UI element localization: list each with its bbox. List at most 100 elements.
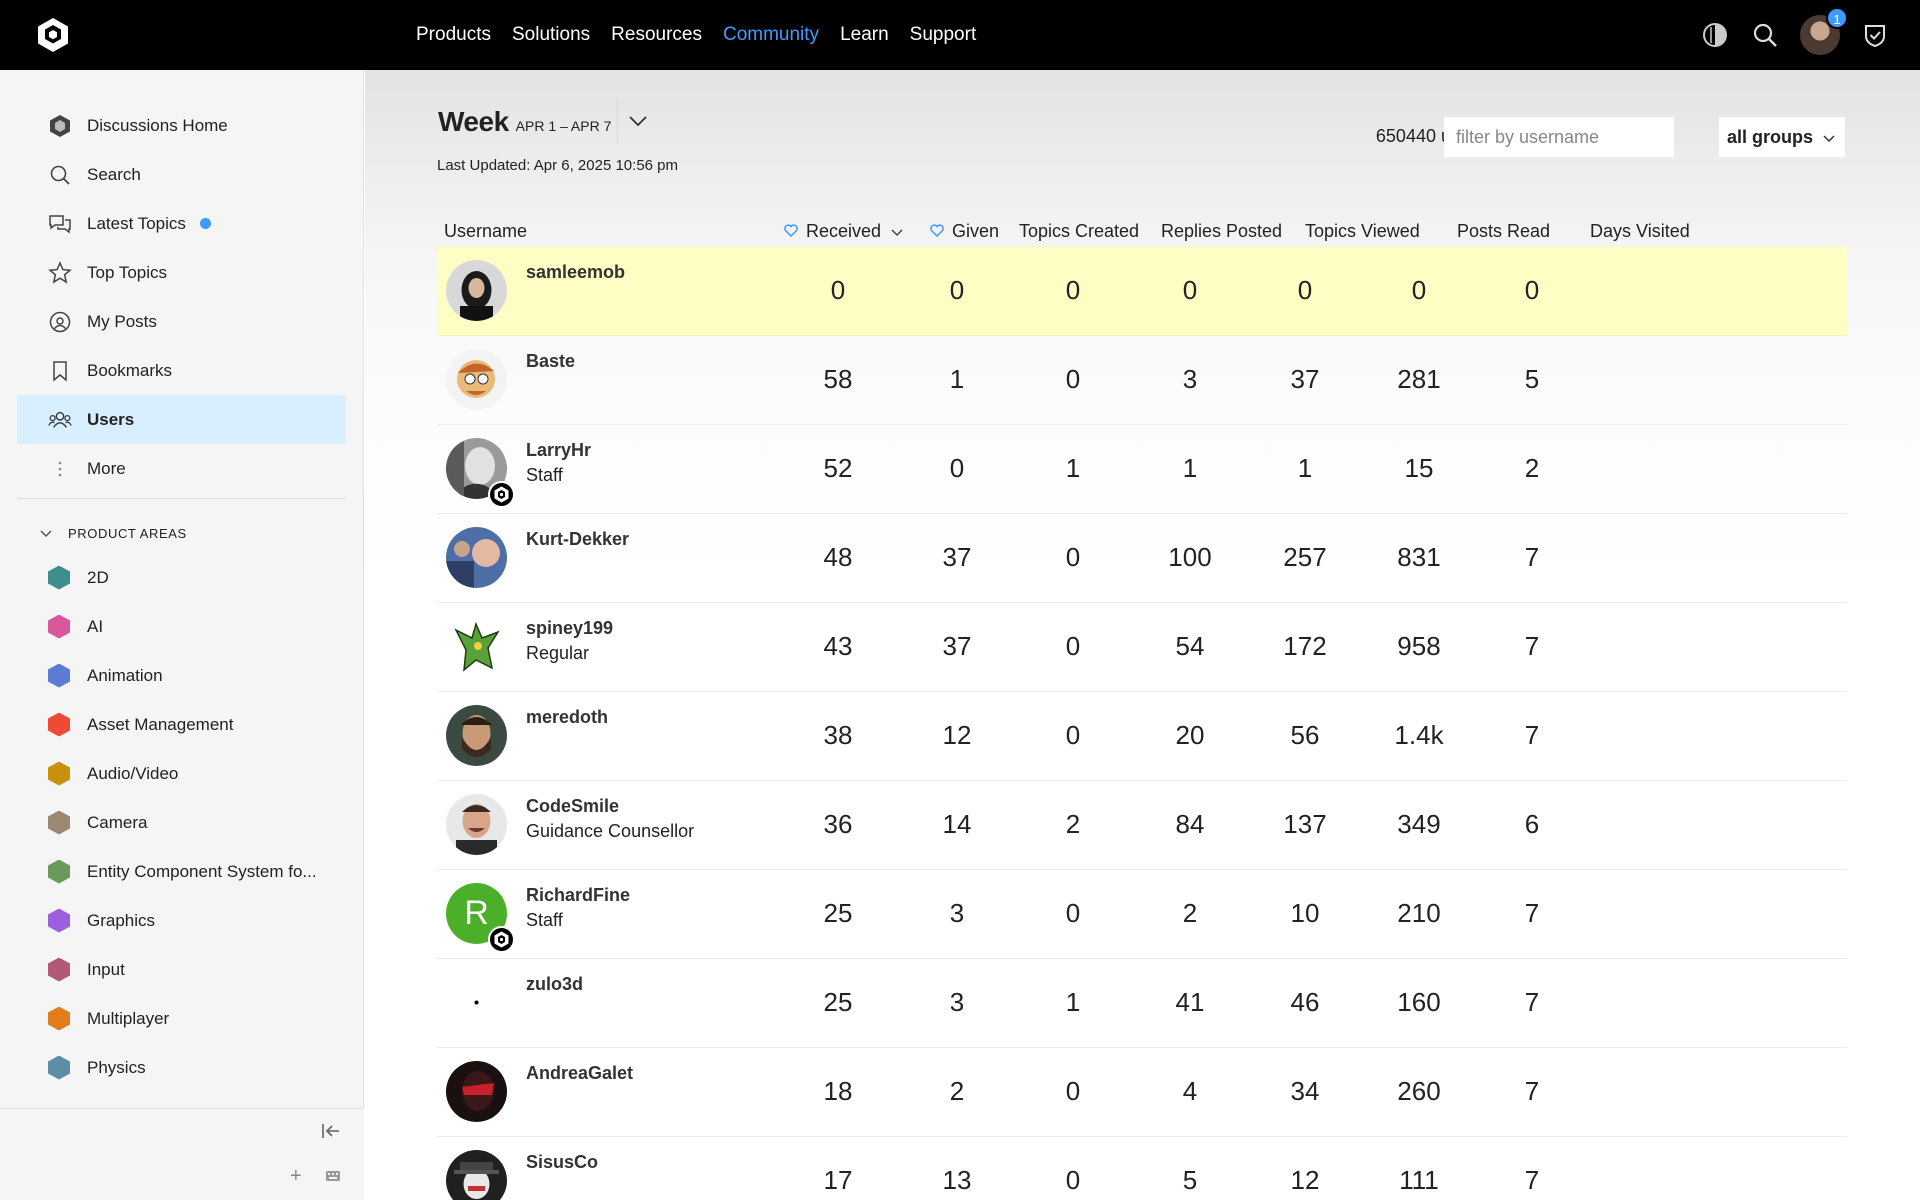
username-link[interactable]: meredoth xyxy=(526,707,609,727)
username-link[interactable]: AndreaGalet xyxy=(526,1063,634,1083)
group-select[interactable]: all groups xyxy=(1719,117,1845,157)
add-icon[interactable]: + xyxy=(290,1165,302,1187)
table-row[interactable]: spiney199 Regular 43 37 0 54 172 958 7 xyxy=(437,603,1847,692)
shield-check-icon[interactable] xyxy=(1860,20,1890,50)
table-row[interactable]: Kurt-Dekker 48 37 0 100 257 831 7 xyxy=(437,514,1847,603)
theme-toggle-icon[interactable] xyxy=(1700,20,1730,50)
column-label: Days Visited xyxy=(1590,220,1690,241)
sidebar-item-discussions-home[interactable]: Discussions Home xyxy=(17,101,346,150)
category-animation[interactable]: Animation xyxy=(17,651,346,700)
username-link[interactable]: CodeSmile xyxy=(526,796,620,816)
category-asset-management[interactable]: Asset Management xyxy=(17,700,346,749)
user-avatar[interactable]: 1 xyxy=(1800,7,1848,55)
column-topics-created[interactable]: Topics Created xyxy=(1019,212,1139,250)
period-dropdown-toggle[interactable] xyxy=(617,98,657,144)
avatar-letter: R xyxy=(464,894,489,932)
username-filter-input[interactable] xyxy=(1444,117,1674,157)
category-label: Multiplayer xyxy=(87,1008,170,1028)
username-link[interactable]: SisusCo xyxy=(526,1152,599,1172)
column-received[interactable]: Received xyxy=(784,212,903,250)
category-multiplayer[interactable]: Multiplayer xyxy=(17,994,346,1043)
username-link[interactable]: samleemob xyxy=(526,262,626,282)
table-row[interactable]: CodeSmile Guidance Counsellor 36 14 2 84 137 34… xyxy=(437,781,1847,870)
category-input[interactable]: Input xyxy=(17,945,346,994)
category-graphics[interactable]: Graphics xyxy=(17,896,346,945)
sidebar-item-latest-topics[interactable]: Latest Topics xyxy=(17,199,346,248)
username-link[interactable]: Kurt-Dekker xyxy=(526,529,630,549)
category-audio-video[interactable]: Audio/Video xyxy=(17,749,346,798)
category-physics[interactable]: Physics xyxy=(17,1043,346,1092)
column-days-visited[interactable]: Days Visited xyxy=(1590,212,1690,250)
user-avatar[interactable] xyxy=(446,616,507,677)
category-2d[interactable]: 2D xyxy=(17,553,346,602)
users-icon xyxy=(48,408,72,432)
stat-posts-read: 958 xyxy=(1397,631,1441,661)
stat-given: 0 xyxy=(949,453,965,483)
nav-solutions[interactable]: Solutions xyxy=(511,24,591,45)
table-row[interactable]: R RichardFine Staff 25 3 0 2 10 210 7 xyxy=(437,870,1847,959)
nav-resources[interactable]: Resources xyxy=(611,24,702,45)
user-avatar[interactable] xyxy=(446,1150,507,1200)
sidebar-item-my-posts[interactable]: My Posts xyxy=(17,297,346,346)
users-table: samleemob 0 0 0 0 0 0 0 Baste 58 1 0 3 37 281 5 LarryHr S… xyxy=(437,247,1847,1200)
table-row[interactable]: samleemob 0 0 0 0 0 0 0 xyxy=(437,247,1847,336)
username-link[interactable]: RichardFine xyxy=(526,885,631,905)
stat-days-visited: 7 xyxy=(1524,631,1540,661)
username-link[interactable]: Baste xyxy=(526,351,576,371)
table-row[interactable]: meredoth 38 12 0 20 56 1.4k 7 xyxy=(437,692,1847,781)
user-avatar[interactable] xyxy=(446,349,507,410)
stat-replies-posted: 5 xyxy=(1182,1165,1198,1195)
user-avatar[interactable] xyxy=(446,527,507,588)
username-link[interactable]: LarryHr xyxy=(526,440,592,460)
nav-support[interactable]: Support xyxy=(909,24,977,45)
top-navigation: Products Solutions Resources Community Learn… xyxy=(416,0,976,70)
stat-days-visited: 0 xyxy=(1524,275,1540,305)
category-entity-component-system-fo[interactable]: Entity Component System fo... xyxy=(17,847,346,896)
username-link[interactable]: zulo3d xyxy=(526,974,583,994)
stat-topics-viewed: 0 xyxy=(1297,275,1313,305)
sidebar-item-search[interactable]: Search xyxy=(17,150,346,199)
stat-days-visited: 7 xyxy=(1524,1165,1540,1195)
stat-topics-created: 0 xyxy=(1065,1165,1081,1195)
column-topics-viewed[interactable]: Topics Viewed xyxy=(1305,212,1420,250)
category-camera[interactable]: Camera xyxy=(17,798,346,847)
table-row[interactable]: LarryHr Staff 52 0 1 1 1 15 2 xyxy=(437,425,1847,514)
sidebar-item-top-topics[interactable]: Top Topics xyxy=(17,248,346,297)
user-avatar[interactable] xyxy=(446,1061,507,1122)
table-row[interactable]: AndreaGalet 18 2 0 4 34 260 7 xyxy=(437,1048,1847,1137)
table-row[interactable]: zulo3d 25 3 1 41 46 160 7 xyxy=(437,959,1847,1048)
nav-learn[interactable]: Learn xyxy=(840,24,889,45)
user-avatar[interactable] xyxy=(446,260,507,321)
nav-products[interactable]: Products xyxy=(416,24,491,45)
sidebar-item-label: More xyxy=(87,458,126,478)
product-areas-header[interactable]: PRODUCT AREAS xyxy=(40,518,187,548)
user-avatar[interactable] xyxy=(446,705,507,766)
category-hexagon-icon xyxy=(48,908,70,933)
user-avatar[interactable] xyxy=(446,794,507,855)
nav-community[interactable]: Community xyxy=(722,24,820,45)
stat-given: 37 xyxy=(942,542,972,572)
column-given[interactable]: Given xyxy=(930,212,999,250)
sidebar-item-users[interactable]: Users xyxy=(17,395,346,444)
keyboard-icon[interactable] xyxy=(325,1169,341,1187)
category-label: Asset Management xyxy=(87,714,234,734)
stat-posts-read: 15 xyxy=(1404,453,1434,483)
unity-logo-icon[interactable] xyxy=(36,17,70,53)
stat-topics-created: 0 xyxy=(1065,720,1081,750)
stat-topics-viewed: 12 xyxy=(1290,1165,1320,1195)
column-username[interactable]: Username xyxy=(444,212,527,250)
stat-days-visited: 6 xyxy=(1524,809,1540,839)
category-ai[interactable]: AI xyxy=(17,602,346,651)
search-icon[interactable] xyxy=(1750,20,1780,50)
collapse-sidebar-icon[interactable] xyxy=(322,1123,340,1144)
stat-topics-created: 0 xyxy=(1065,898,1081,928)
username-link[interactable]: spiney199 xyxy=(526,618,614,638)
table-row[interactable]: Baste 58 1 0 3 37 281 5 xyxy=(437,336,1847,425)
column-replies-posted[interactable]: Replies Posted xyxy=(1161,212,1282,250)
column-posts-read[interactable]: Posts Read xyxy=(1457,212,1550,250)
stat-received: 48 xyxy=(823,542,853,572)
sidebar-item-more[interactable]: More xyxy=(17,444,346,493)
sidebar-item-bookmarks[interactable]: Bookmarks xyxy=(17,346,346,395)
user-avatar[interactable] xyxy=(446,972,507,1033)
table-row[interactable]: SisusCo 17 13 0 5 12 111 7 xyxy=(437,1137,1847,1200)
